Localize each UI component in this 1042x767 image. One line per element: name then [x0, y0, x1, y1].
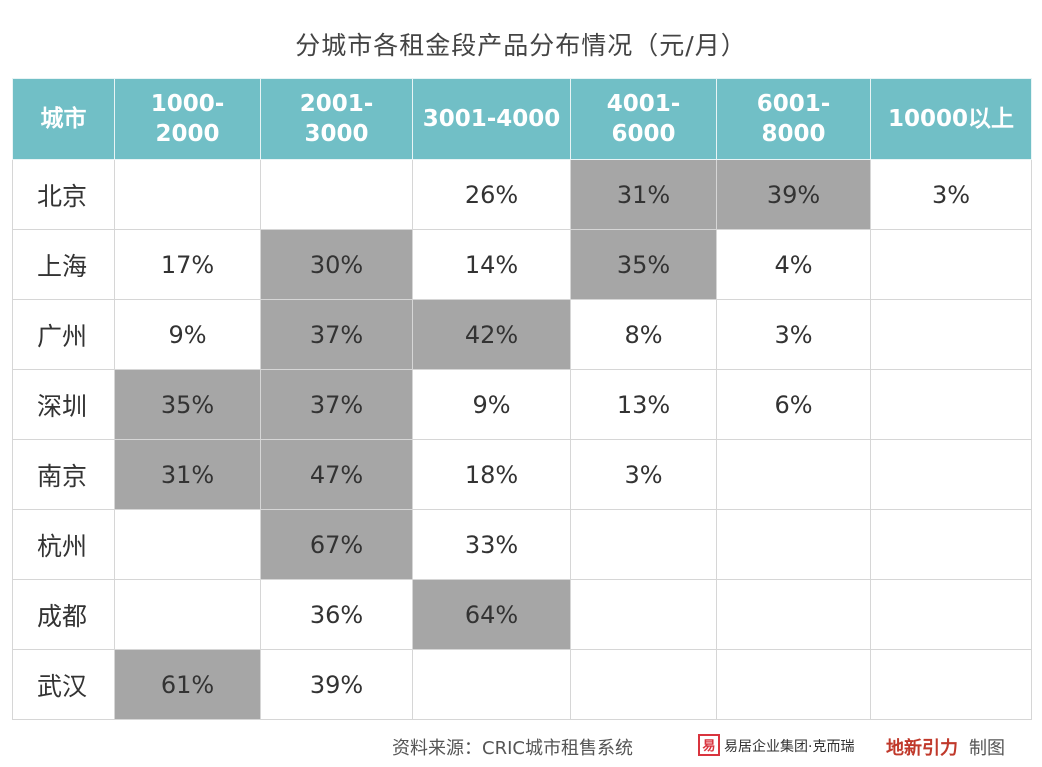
- city-name: 武汉: [12, 649, 115, 720]
- share-cell: 35%: [570, 229, 717, 300]
- share-cell: 42%: [412, 299, 571, 370]
- share-cell: 13%: [570, 369, 717, 440]
- city-name: 深圳: [12, 369, 115, 440]
- table-row: 上海 17% 30% 14% 35% 4%: [12, 229, 1032, 300]
- brand-name: 易居企业集团·克而瑞: [724, 739, 855, 755]
- share-cell: [570, 649, 717, 720]
- share-cell: 61%: [114, 649, 261, 720]
- share-cell: [114, 159, 261, 230]
- share-cell: 39%: [260, 649, 413, 720]
- city-name: 杭州: [12, 509, 115, 580]
- header-label-line: 2001-: [299, 91, 374, 117]
- table-row: 杭州 67% 33%: [12, 509, 1032, 580]
- header-row: 城市 1000- 2000 2001- 3000 3001-4000 4001- 6000 60…: [12, 78, 1032, 160]
- header-range-6: 10000以上: [870, 78, 1032, 160]
- share-cell: [114, 579, 261, 650]
- share-cell: [870, 649, 1032, 720]
- share-cell: 8%: [570, 299, 717, 370]
- share-cell: [716, 439, 871, 510]
- header-label-line: 8000: [761, 121, 826, 147]
- header-city: 城市: [12, 78, 115, 160]
- share-cell: 37%: [260, 369, 413, 440]
- header-label-line: 3001-4000: [422, 106, 561, 132]
- header-label-line: 6001-: [756, 91, 831, 117]
- header-label-line: 2000: [155, 121, 220, 147]
- header-label-line: 3000: [304, 121, 369, 147]
- share-cell: [870, 299, 1032, 370]
- header-range-3: 3001-4000: [412, 78, 571, 160]
- share-cell: [870, 509, 1032, 580]
- source-note: 资料来源：CRIC城市租售系统: [392, 738, 633, 759]
- share-cell: 67%: [260, 509, 413, 580]
- share-cell: [260, 159, 413, 230]
- share-cell: 3%: [870, 159, 1032, 230]
- header-range-2: 2001- 3000: [260, 78, 413, 160]
- share-cell: 6%: [716, 369, 871, 440]
- footer: 资料来源：CRIC城市租售系统 易 易居企业集团·克而瑞 地新引力 制图: [0, 734, 1042, 760]
- share-cell: [412, 649, 571, 720]
- header-label-line: 10000以上: [887, 106, 1015, 132]
- table-row: 武汉 61% 39%: [12, 649, 1032, 720]
- share-cell: [716, 579, 871, 650]
- made-by-label: 制图: [969, 738, 1005, 759]
- share-cell: 30%: [260, 229, 413, 300]
- chart-title: 分城市各租金段产品分布情况（元/月）: [295, 31, 747, 60]
- brand-logo-icon: 易: [698, 734, 720, 756]
- city-name: 北京: [12, 159, 115, 230]
- table-row: 广州 9% 37% 42% 8% 3%: [12, 299, 1032, 370]
- share-cell: 64%: [412, 579, 571, 650]
- share-cell: 3%: [716, 299, 871, 370]
- table-row: 南京 31% 47% 18% 3%: [12, 439, 1032, 510]
- header-label-line: 4001-: [606, 91, 681, 117]
- share-cell: 47%: [260, 439, 413, 510]
- share-cell: 17%: [114, 229, 261, 300]
- share-cell: 39%: [716, 159, 871, 230]
- share-cell: [716, 509, 871, 580]
- share-cell: 36%: [260, 579, 413, 650]
- city-name: 成都: [12, 579, 115, 650]
- share-cell: 31%: [570, 159, 717, 230]
- share-cell: 18%: [412, 439, 571, 510]
- city-name: 南京: [12, 439, 115, 510]
- share-cell: [570, 579, 717, 650]
- share-cell: 3%: [570, 439, 717, 510]
- rent-distribution-table: 城市 1000- 2000 2001- 3000 3001-4000 4001- 6000 60…: [12, 78, 1032, 720]
- header-label-line: 6000: [611, 121, 676, 147]
- share-cell: 33%: [412, 509, 571, 580]
- share-cell: [870, 369, 1032, 440]
- share-cell: [716, 649, 871, 720]
- share-cell: 9%: [412, 369, 571, 440]
- city-name: 上海: [12, 229, 115, 300]
- header-range-4: 4001- 6000: [570, 78, 717, 160]
- share-cell: 31%: [114, 439, 261, 510]
- table-row: 深圳 35% 37% 9% 13% 6%: [12, 369, 1032, 440]
- table-body: 北京 26% 31% 39% 3% 上海 17% 30% 14% 35% 4% 广州 9% 37% 42% 8…: [12, 159, 1032, 720]
- header-range-1: 1000- 2000: [114, 78, 261, 160]
- partner-logo: 地新引力: [886, 738, 958, 759]
- share-cell: 37%: [260, 299, 413, 370]
- share-cell: 4%: [716, 229, 871, 300]
- city-name: 广州: [12, 299, 115, 370]
- share-cell: [114, 509, 261, 580]
- share-cell: 26%: [412, 159, 571, 230]
- table-row: 北京 26% 31% 39% 3%: [12, 159, 1032, 230]
- share-cell: 14%: [412, 229, 571, 300]
- share-cell: [870, 229, 1032, 300]
- share-cell: 35%: [114, 369, 261, 440]
- share-cell: [870, 439, 1032, 510]
- share-cell: [870, 579, 1032, 650]
- header-label-line: 1000-: [150, 91, 225, 117]
- share-cell: 9%: [114, 299, 261, 370]
- header-label-line: 城市: [40, 106, 87, 132]
- share-cell: [570, 509, 717, 580]
- header-range-5: 6001- 8000: [716, 78, 871, 160]
- table-row: 成都 36% 64%: [12, 579, 1032, 650]
